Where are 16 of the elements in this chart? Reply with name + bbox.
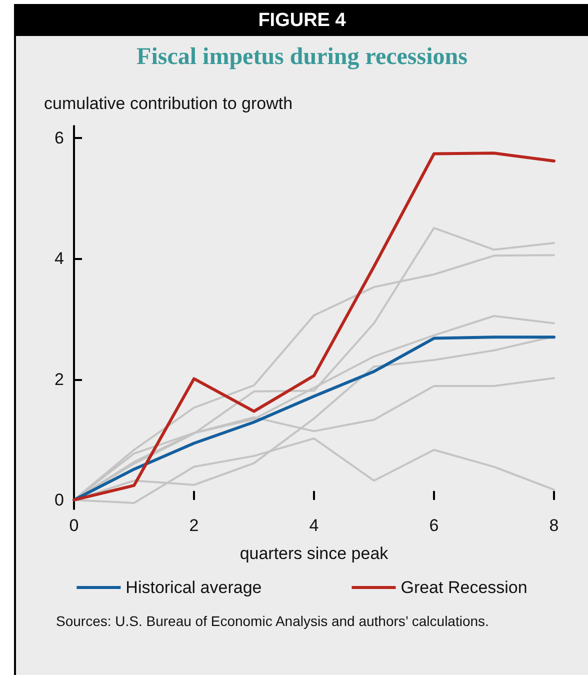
legend-label: Great Recession	[400, 578, 528, 597]
x-tick-label: 8	[549, 516, 559, 535]
y-tick-label: 4	[54, 249, 64, 268]
y-tick-label: 2	[54, 370, 64, 389]
x-axis-title: quarters since peak	[240, 544, 389, 563]
chart-subtitle: Fiscal impetus during recessions	[136, 44, 468, 71]
legend-label: Historical average	[126, 578, 262, 597]
x-tick-label: 6	[429, 516, 439, 535]
y-tick-label: 0	[54, 490, 64, 510]
x-tick-label: 4	[309, 516, 319, 535]
x-tick-label: 0	[69, 516, 79, 535]
source-note: Sources: U.S. Bureau of Economic Analysis and authors’ calculations.	[56, 612, 490, 630]
y-axis-title: cumulative contribution to growth	[44, 94, 293, 113]
x-tick-label: 2	[189, 516, 199, 535]
chart-title: FIGURE 4	[16, 6, 588, 36]
y-tick-label: 6	[54, 128, 64, 148]
